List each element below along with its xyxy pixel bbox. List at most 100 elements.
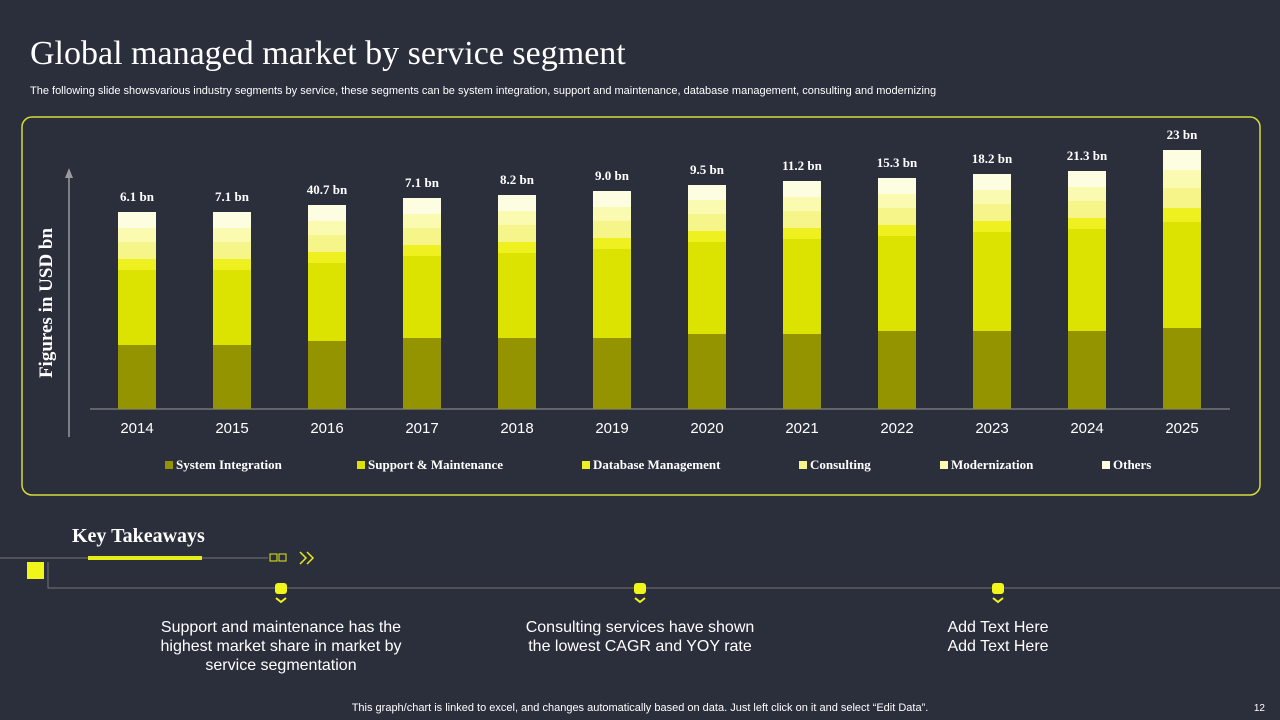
timeline bbox=[47, 562, 1280, 589]
bar-segment bbox=[1163, 150, 1201, 170]
x-tick-label: 2022 bbox=[880, 420, 913, 437]
bar-segment bbox=[213, 259, 251, 270]
bar-segment bbox=[973, 190, 1011, 204]
bar-segment bbox=[878, 208, 916, 225]
bar-segment bbox=[213, 228, 251, 242]
takeaway-text: highest market share in market by bbox=[161, 638, 402, 655]
bar-segment bbox=[593, 207, 631, 221]
bar-segment bbox=[403, 338, 441, 409]
total-label: 15.3 bn bbox=[877, 155, 918, 170]
takeaways-heading: Key Takeaways bbox=[72, 525, 205, 547]
bar-segment bbox=[308, 252, 346, 263]
bar-segment bbox=[1068, 201, 1106, 218]
total-label: 18.2 bn bbox=[972, 151, 1013, 166]
x-tick-label: 2023 bbox=[975, 420, 1008, 437]
legend: System Integration Support & Maintenance D… bbox=[165, 457, 1151, 472]
marker-icon bbox=[992, 583, 1004, 594]
marker-icon bbox=[275, 583, 287, 594]
takeaway-text: Add Text Here bbox=[947, 619, 1048, 636]
total-label: 7.1 bn bbox=[215, 189, 250, 204]
takeaway-text: Consulting services have shown bbox=[526, 619, 755, 636]
bar-segment bbox=[213, 212, 251, 228]
total-label: 23 bn bbox=[1167, 127, 1198, 142]
x-tick-label: 2021 bbox=[785, 420, 818, 437]
bar-segment bbox=[783, 197, 821, 211]
bar-segment bbox=[1163, 328, 1201, 409]
takeaway-text: service segmentation bbox=[205, 657, 356, 674]
deco-box bbox=[278, 553, 287, 562]
bar-segment bbox=[1068, 229, 1106, 331]
legend-label: Modernization bbox=[951, 457, 1034, 472]
legend-label: Support & Maintenance bbox=[368, 457, 503, 472]
takeaway-text: Add Text Here bbox=[947, 638, 1048, 655]
legend-label: Consulting bbox=[810, 457, 871, 472]
bar-segment bbox=[1163, 222, 1201, 328]
bar-segment bbox=[403, 256, 441, 338]
bar-segment bbox=[308, 205, 346, 221]
total-label: 21.3 bn bbox=[1067, 148, 1108, 163]
legend-swatch bbox=[799, 461, 807, 469]
page-number: 12 bbox=[1254, 703, 1266, 714]
bar-segment bbox=[1068, 187, 1106, 201]
bar-segment bbox=[403, 214, 441, 228]
footer-note: This graph/chart is linked to excel, and… bbox=[352, 702, 929, 714]
legend-swatch bbox=[165, 461, 173, 469]
bar-segment bbox=[118, 228, 156, 242]
bar-segment bbox=[213, 345, 251, 409]
bar-segment bbox=[783, 239, 821, 334]
subtitle: The following slide showsvarious industr… bbox=[30, 85, 936, 97]
bar-segment bbox=[973, 331, 1011, 409]
bar-segment bbox=[973, 232, 1011, 331]
total-label: 40.7 bn bbox=[307, 182, 348, 197]
marker-chevron bbox=[275, 597, 287, 604]
x-tick-label: 2024 bbox=[1070, 420, 1103, 437]
bar-segment bbox=[1163, 170, 1201, 188]
bar-segment bbox=[878, 194, 916, 208]
legend-label: System Integration bbox=[176, 457, 283, 472]
bar-segment bbox=[783, 181, 821, 197]
takeaway-text: Support and maintenance has the bbox=[161, 619, 401, 636]
bar-segment bbox=[973, 174, 1011, 190]
x-tick-label: 2014 bbox=[120, 420, 153, 437]
marker-chevron bbox=[634, 597, 646, 604]
x-tick-label: 2018 bbox=[500, 420, 533, 437]
deco-box bbox=[269, 553, 278, 562]
takeaway-text: the lowest CAGR and YOY rate bbox=[528, 638, 752, 655]
bar-segment bbox=[878, 331, 916, 409]
legend-label: Others bbox=[1113, 457, 1151, 472]
deco-square bbox=[27, 562, 44, 579]
bar-segment bbox=[783, 228, 821, 239]
bar-segment bbox=[118, 270, 156, 345]
bar-segment bbox=[688, 242, 726, 334]
total-label: 8.2 bn bbox=[500, 172, 535, 187]
bar-segment bbox=[878, 236, 916, 331]
bars: 6.1 bn 2014 7.1 bn 2015 40.7 bn 2016 7.1 bn 201… bbox=[118, 127, 1201, 437]
total-label: 9.5 bn bbox=[690, 162, 725, 177]
marker-chevron bbox=[992, 597, 1004, 604]
bar-segment bbox=[593, 238, 631, 249]
bar-segment bbox=[498, 242, 536, 253]
bar-segment bbox=[498, 225, 536, 242]
bar-segment bbox=[498, 253, 536, 338]
takeaways: Support and maintenance has the highest m… bbox=[161, 583, 1049, 674]
bar-segment bbox=[1163, 208, 1201, 222]
legend-swatch bbox=[357, 461, 365, 469]
total-label: 11.2 bn bbox=[782, 158, 823, 173]
deco-chevrons bbox=[299, 551, 315, 565]
marker-icon bbox=[634, 583, 646, 594]
bar-segment bbox=[213, 270, 251, 345]
bar-segment bbox=[498, 211, 536, 225]
bar-segment bbox=[878, 178, 916, 194]
bar-segment bbox=[308, 221, 346, 235]
bar-segment bbox=[688, 200, 726, 214]
bar-segment bbox=[593, 249, 631, 338]
bar-segment bbox=[688, 334, 726, 409]
total-label: 9.0 bn bbox=[595, 168, 630, 183]
bar-segment bbox=[213, 242, 251, 259]
x-tick-label: 2016 bbox=[310, 420, 343, 437]
bar-segment bbox=[783, 211, 821, 228]
bar-segment bbox=[118, 212, 156, 228]
bar-segment bbox=[403, 198, 441, 214]
x-tick-label: 2025 bbox=[1165, 420, 1198, 437]
